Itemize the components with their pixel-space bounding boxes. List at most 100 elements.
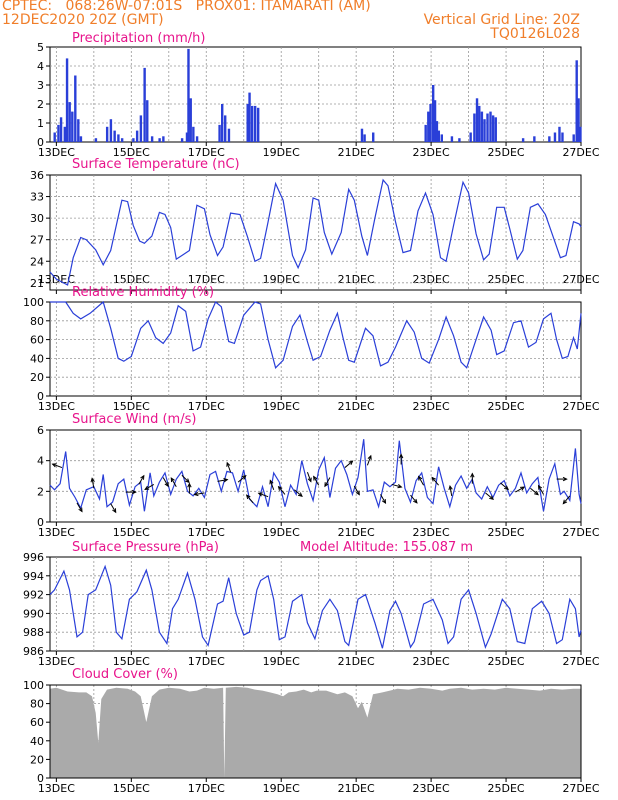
- panel-surface-wind-wind-arrow: [485, 492, 494, 501]
- panel-surface-wind-wind-arrow: [76, 502, 83, 513]
- panel-cloud-cover-xtick-19dec: 19DEC: [263, 782, 300, 795]
- panel-relative-humidity-ytick-20: 20: [30, 371, 44, 384]
- panel-precipitation-bar: [363, 134, 366, 142]
- panel-surface-wind-xtick-27dec: 27DEC: [562, 526, 599, 539]
- panel-precipitation-bar: [521, 138, 525, 142]
- panel-precipitation-bar: [132, 138, 135, 142]
- panel-cloud-cover-ytick-40: 40: [30, 735, 44, 748]
- panel-precipitation-ytick-2: 2: [37, 98, 44, 111]
- panel-surface-wind-xtick-17dec: 17DEC: [188, 526, 225, 539]
- panel-surface-wind-wind-arrow: [398, 453, 404, 465]
- panel-surface-wind-wind-arrow: [294, 489, 303, 497]
- panel-surface-pressure-xtick-27dec: 27DEC: [562, 655, 599, 668]
- panel-relative-humidity-ytick-80: 80: [30, 315, 44, 328]
- panel-surface-wind-wind-arrow: [530, 487, 539, 496]
- panel-surface-temperature-xtick-27dec: 27DEC: [562, 273, 599, 286]
- panel-precipitation-bar: [431, 85, 435, 142]
- panel-precipitation-bar: [435, 121, 439, 142]
- panel-precipitation-bar: [195, 136, 199, 142]
- panel-surface-temperature-xtick-21dec: 21DEC: [338, 273, 375, 286]
- panel-surface-wind-wind-arrow: [90, 477, 95, 489]
- panel-precipitation-bar: [189, 98, 192, 142]
- panel-precipitation-bar: [494, 117, 497, 142]
- panel-surface-pressure-series-line: [49, 564, 582, 649]
- panel-surface-temperature-xtick-19dec: 19DEC: [263, 273, 300, 286]
- panel-cloud-cover-xtick-25dec: 25DEC: [487, 782, 524, 795]
- panel-surface-pressure-ytick-996: 996: [23, 551, 44, 564]
- panel-cloud-cover-frame-top: [49, 684, 582, 779]
- panel-surface-wind-title: Surface Wind (m/s): [72, 412, 196, 427]
- panel-surface-temperature-xtick-23dec: 23DEC: [413, 273, 450, 286]
- panel-precipitation-ytick-0: 0: [37, 136, 44, 149]
- panel-precipitation-bar: [440, 134, 443, 142]
- panel-relative-humidity-xtick-17dec: 17DEC: [188, 400, 225, 413]
- panel-surface-wind: Surface Wind (m/s) 13DEC 15DEC 17DEC 19DEC 21…: [37, 412, 600, 539]
- panel-precipitation-bar: [433, 100, 437, 142]
- panel-relative-humidity: Relative Humidity (%) 13DEC 15DEC 17DEC 19DE…: [23, 285, 600, 413]
- panel-precipitation-bar: [185, 132, 189, 142]
- panel-surface-wind-wind-arrow: [138, 474, 145, 485]
- panel-surface-wind-wind-arrow: [269, 479, 275, 490]
- header-line-1: CPTEC: 068:26W-07:01S PROX01: ITAMARATI …: [2, 0, 371, 14]
- panel-surface-wind-xtick-21dec: 21DEC: [338, 526, 375, 539]
- panel-surface-wind-wind-arrow: [344, 460, 354, 468]
- panel-precipitation-bar: [256, 107, 260, 142]
- panel-precipitation-bar: [489, 111, 492, 142]
- panel-surface-pressure-xtick-25dec: 25DEC: [487, 655, 524, 668]
- header-model-id: TQ0126L028: [490, 26, 580, 42]
- panel-surface-wind-xtick-25dec: 25DEC: [487, 526, 524, 539]
- panel-surface-wind-ytick-0: 0: [37, 516, 44, 529]
- panel-surface-wind-xtick-15dec: 15DEC: [113, 526, 150, 539]
- panel-precipitation-bar: [192, 126, 195, 142]
- panel-surface-wind-wind-arrow: [237, 474, 247, 483]
- panel-precipitation-bar: [162, 136, 165, 142]
- panel-surface-wind-wind-arrow: [448, 484, 453, 497]
- panel-precipitation-bar: [437, 130, 441, 142]
- panel-surface-wind-ytick-4: 4: [37, 455, 44, 468]
- panel-surface-pressure-title: Surface Pressure (hPa): [72, 540, 219, 555]
- panel-surface-wind-wind-arrow: [353, 485, 360, 496]
- panel-cloud-cover-xtick-13dec: 13DEC: [38, 782, 75, 795]
- panel-surface-wind-wind-arrow: [125, 489, 137, 495]
- panel-surface-wind-wind-arrow: [470, 472, 475, 484]
- panel-precipitation-bar: [94, 138, 98, 142]
- panel-precipitation-xtick-19dec: 19DEC: [263, 146, 300, 159]
- panel-relative-humidity-title: Relative Humidity (%): [72, 285, 214, 300]
- panel-precipitation-bar: [533, 136, 536, 142]
- panel-surface-pressure-frame: [49, 556, 582, 652]
- panel-surface-temperature-ytick-27: 27: [30, 234, 44, 247]
- panel-surface-wind-wind-arrow: [144, 484, 155, 491]
- panel-surface-wind-xtick-13dec: 13DEC: [38, 526, 75, 539]
- panel-relative-humidity-series-line: [50, 300, 582, 369]
- panel-precipitation-bar: [475, 98, 479, 142]
- panel-cloud-cover-xtick-21dec: 21DEC: [338, 782, 375, 795]
- panel-relative-humidity-xtick-19dec: 19DEC: [263, 400, 300, 413]
- panel-precipitation-bar: [143, 67, 146, 142]
- panel-precipitation-bar: [572, 134, 575, 142]
- panel-precipitation-xtick-13dec: 13DEC: [38, 146, 75, 159]
- panel-precipitation: Precipitation (mm/h) 13DEC 15DEC 17DEC 19DEC…: [37, 31, 600, 159]
- panel-precipitation-bar: [77, 119, 80, 142]
- panel-cloud-cover-xtick-15dec: 15DEC: [113, 782, 150, 795]
- panel-surface-wind-frame: [49, 429, 582, 523]
- panel-precipitation-ytick-1: 1: [37, 117, 44, 130]
- panel-precipitation-bar: [486, 113, 489, 142]
- panel-precipitation-ytick-5: 5: [37, 41, 44, 54]
- panel-relative-humidity-ytick-0: 0: [37, 390, 44, 403]
- panel-precipitation-xtick-17dec: 17DEC: [188, 146, 225, 159]
- panel-surface-wind-wind-arrow: [217, 478, 229, 483]
- panel-precipitation-bar: [450, 136, 454, 142]
- panel-precipitation-bar: [120, 138, 124, 142]
- panel-relative-humidity-ytick-60: 60: [30, 334, 44, 347]
- panel-surface-pressure: Surface Pressure (hPa) Model Altitude: 15…: [23, 540, 600, 668]
- panel-surface-pressure-xtick-23dec: 23DEC: [413, 655, 450, 668]
- panel-precipitation-bar: [68, 102, 71, 142]
- panel-precipitation-bar: [146, 100, 149, 142]
- panel-surface-temperature-ytick-36: 36: [30, 169, 44, 182]
- panel-relative-humidity-xtick-15dec: 15DEC: [113, 400, 150, 413]
- panel-surface-wind-wind-arrow: [170, 477, 177, 487]
- panel-cloud-cover-ytick-100: 100: [23, 679, 44, 692]
- panel-precipitation-bar: [250, 105, 254, 142]
- panel-precipitation-bar: [221, 104, 224, 142]
- panel-precipitation-bar: [246, 104, 249, 142]
